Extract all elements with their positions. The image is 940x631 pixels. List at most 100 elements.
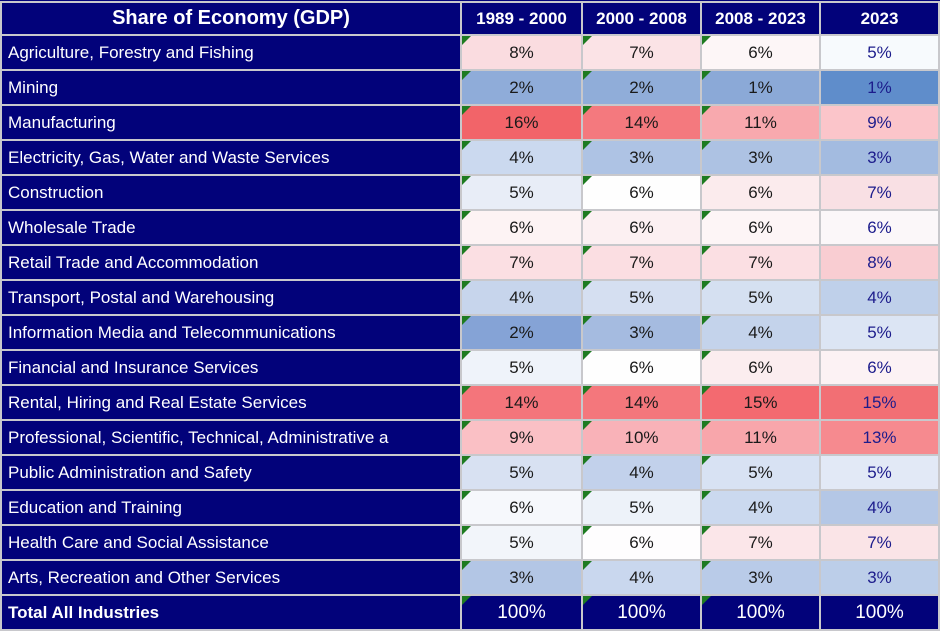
- total-value-cell: 100%: [583, 596, 700, 629]
- value-cell: 14%: [583, 386, 700, 419]
- value-cell: 5%: [462, 526, 581, 559]
- error-indicator-icon: [702, 561, 711, 570]
- value-cell: 16%: [462, 106, 581, 139]
- value-cell: 14%: [462, 386, 581, 419]
- column-header-2000-2008: 2000 - 2008: [583, 3, 700, 34]
- error-indicator-icon: [462, 36, 471, 45]
- value-cell: 4%: [702, 316, 819, 349]
- error-indicator-icon: [462, 456, 471, 465]
- value-cell: 3%: [583, 316, 700, 349]
- value-cell: 15%: [821, 386, 938, 419]
- value-cell: 5%: [462, 351, 581, 384]
- value-cell: 8%: [462, 36, 581, 69]
- row-label: Information Media and Telecommunications: [2, 316, 460, 349]
- error-indicator-icon: [462, 421, 471, 430]
- error-indicator-icon: [583, 386, 592, 395]
- error-indicator-icon: [462, 596, 471, 605]
- value-cell: 2%: [462, 71, 581, 104]
- value-cell: 9%: [462, 421, 581, 454]
- value-cell: 4%: [821, 281, 938, 314]
- value-cell: 7%: [462, 246, 581, 279]
- value-cell: 7%: [702, 246, 819, 279]
- value-cell: 5%: [583, 281, 700, 314]
- error-indicator-icon: [583, 351, 592, 360]
- row-label: Arts, Recreation and Other Services: [2, 561, 460, 594]
- value-cell: 1%: [702, 71, 819, 104]
- value-cell: 6%: [702, 36, 819, 69]
- row-label: Health Care and Social Assistance: [2, 526, 460, 559]
- value-cell: 11%: [702, 106, 819, 139]
- value-cell: 6%: [821, 351, 938, 384]
- error-indicator-icon: [583, 211, 592, 220]
- value-cell: 6%: [583, 526, 700, 559]
- value-cell: 2%: [583, 71, 700, 104]
- error-indicator-icon: [702, 386, 711, 395]
- error-indicator-icon: [702, 141, 711, 150]
- value-cell: 6%: [583, 351, 700, 384]
- value-cell: 11%: [702, 421, 819, 454]
- error-indicator-icon: [462, 106, 471, 115]
- error-indicator-icon: [583, 421, 592, 430]
- error-indicator-icon: [462, 211, 471, 220]
- total-value-cell: 100%: [462, 596, 581, 629]
- error-indicator-icon: [583, 316, 592, 325]
- error-indicator-icon: [462, 526, 471, 535]
- value-cell: 15%: [702, 386, 819, 419]
- error-indicator-icon: [702, 106, 711, 115]
- value-cell: 4%: [462, 281, 581, 314]
- error-indicator-icon: [702, 596, 711, 605]
- error-indicator-icon: [702, 456, 711, 465]
- value-cell: 6%: [702, 211, 819, 244]
- row-label: Professional, Scientific, Technical, Adm…: [2, 421, 460, 454]
- value-cell: 6%: [583, 211, 700, 244]
- table-title: Share of Economy (GDP): [2, 3, 460, 34]
- row-label: Transport, Postal and Warehousing: [2, 281, 460, 314]
- error-indicator-icon: [462, 71, 471, 80]
- value-cell: 4%: [821, 491, 938, 524]
- value-cell: 4%: [583, 561, 700, 594]
- column-header-2008-2023: 2008 - 2023: [702, 3, 819, 34]
- error-indicator-icon: [462, 246, 471, 255]
- value-cell: 6%: [702, 351, 819, 384]
- error-indicator-icon: [462, 491, 471, 500]
- row-label: Education and Training: [2, 491, 460, 524]
- error-indicator-icon: [702, 71, 711, 80]
- error-indicator-icon: [583, 281, 592, 290]
- error-indicator-icon: [702, 36, 711, 45]
- row-label: Agriculture, Forestry and Fishing: [2, 36, 460, 69]
- value-cell: 2%: [462, 316, 581, 349]
- error-indicator-icon: [462, 561, 471, 570]
- error-indicator-icon: [702, 281, 711, 290]
- value-cell: 6%: [462, 491, 581, 524]
- error-indicator-icon: [702, 421, 711, 430]
- value-cell: 5%: [462, 176, 581, 209]
- value-cell: 5%: [583, 491, 700, 524]
- value-cell: 13%: [821, 421, 938, 454]
- value-cell: 5%: [462, 456, 581, 489]
- column-header-2023: 2023: [821, 3, 938, 34]
- row-label: Mining: [2, 71, 460, 104]
- error-indicator-icon: [583, 71, 592, 80]
- value-cell: 3%: [702, 561, 819, 594]
- error-indicator-icon: [583, 596, 592, 605]
- value-cell: 10%: [583, 421, 700, 454]
- error-indicator-icon: [702, 176, 711, 185]
- value-cell: 1%: [821, 71, 938, 104]
- error-indicator-icon: [462, 386, 471, 395]
- row-label: Construction: [2, 176, 460, 209]
- value-cell: 5%: [702, 456, 819, 489]
- value-cell: 14%: [583, 106, 700, 139]
- error-indicator-icon: [702, 526, 711, 535]
- row-label: Financial and Insurance Services: [2, 351, 460, 384]
- row-label: Public Administration and Safety: [2, 456, 460, 489]
- value-cell: 3%: [821, 561, 938, 594]
- value-cell: 7%: [583, 36, 700, 69]
- value-cell: 6%: [462, 211, 581, 244]
- value-cell: 4%: [462, 141, 581, 174]
- value-cell: 6%: [702, 176, 819, 209]
- error-indicator-icon: [702, 491, 711, 500]
- value-cell: 6%: [821, 211, 938, 244]
- row-label: Manufacturing: [2, 106, 460, 139]
- error-indicator-icon: [702, 211, 711, 220]
- value-cell: 7%: [821, 526, 938, 559]
